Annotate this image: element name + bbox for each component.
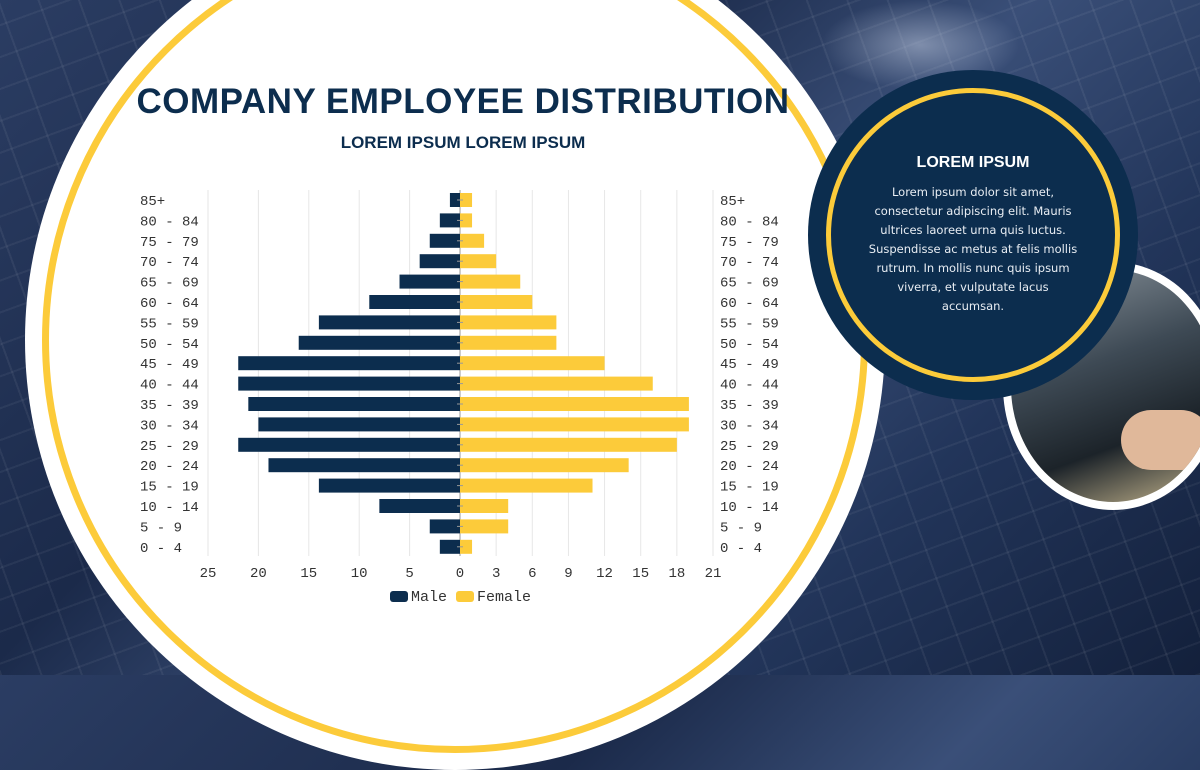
category-label-left: 75 - 79 [140, 235, 199, 251]
bar-female [460, 437, 677, 452]
bar-female [460, 376, 653, 391]
category-label-right: 75 - 79 [720, 235, 779, 251]
bar-female [460, 315, 557, 330]
category-label-right: 10 - 14 [720, 500, 779, 516]
info-card-title: LOREM IPSUM [916, 154, 1030, 171]
bar-male [298, 335, 460, 350]
bar-male [419, 254, 460, 269]
legend-swatch-female [456, 591, 474, 602]
category-label-left: 25 - 29 [140, 439, 199, 455]
bar-female [460, 519, 509, 534]
bar-female [460, 213, 473, 228]
category-label-left: 20 - 24 [140, 459, 199, 475]
category-label-left: 45 - 49 [140, 357, 199, 373]
bar-female [460, 478, 593, 493]
x-tick-label-female: 21 [705, 566, 722, 582]
x-tick-label-female: 15 [632, 566, 649, 582]
category-label-right: 0 - 4 [720, 541, 762, 557]
bar-male [238, 437, 460, 452]
x-tick-label-female: 6 [528, 566, 536, 582]
category-label-left: 0 - 4 [140, 541, 182, 557]
category-label-right: 35 - 39 [720, 398, 779, 414]
page-title: COMPANY EMPLOYEE DISTRIBUTION [136, 82, 790, 121]
bar-female [460, 499, 509, 513]
category-label-left: 30 - 34 [140, 418, 199, 434]
x-tick-label-male: 5 [405, 566, 413, 582]
category-label-left: 55 - 59 [140, 316, 199, 332]
category-label-left: 70 - 74 [140, 255, 199, 271]
category-label-right: 60 - 64 [720, 296, 779, 312]
x-tick-label-male: 20 [250, 566, 267, 582]
category-label-left: 5 - 9 [140, 520, 182, 536]
category-label-right: 65 - 69 [720, 276, 779, 292]
bar-female [460, 274, 521, 289]
category-label-right: 5 - 9 [720, 520, 762, 536]
bar-female [460, 397, 689, 411]
category-label-right: 20 - 24 [720, 459, 779, 475]
category-label-left: 65 - 69 [140, 276, 199, 292]
info-card-ring [826, 88, 1120, 382]
category-label-right: 85+ [720, 194, 745, 210]
category-label-left: 35 - 39 [140, 398, 199, 414]
category-label-right: 80 - 84 [720, 214, 779, 230]
bar-male [248, 397, 460, 411]
bar-male [439, 213, 460, 228]
bar-male [399, 274, 460, 289]
category-label-left: 40 - 44 [140, 378, 199, 394]
x-tick-label-female: 9 [564, 566, 572, 582]
bar-male [258, 417, 460, 432]
legend-label-male: Male [411, 589, 447, 606]
legend-label-female: Female [477, 589, 531, 606]
bar-female [460, 458, 629, 473]
bar-male [318, 315, 460, 330]
bar-male [238, 356, 460, 371]
category-label-right: 15 - 19 [720, 480, 779, 496]
bar-female [460, 295, 533, 309]
legend-swatch-male [390, 591, 408, 602]
bar-female [460, 233, 485, 248]
x-tick-label-female: 18 [668, 566, 685, 582]
bar-male [449, 193, 460, 207]
bar-male [318, 478, 460, 493]
bar-female [460, 254, 497, 269]
bar-female [460, 356, 605, 371]
category-label-right: 45 - 49 [720, 357, 779, 373]
bar-male [429, 519, 460, 534]
population-pyramid-chart: 85+ 85+ 80 - 84 80 - 84 75 - 79 75 - 79 70 - 7… [140, 190, 779, 606]
category-label-right: 40 - 44 [720, 378, 779, 394]
category-label-right: 25 - 29 [720, 439, 779, 455]
bar-male [369, 295, 460, 309]
bar-female [460, 193, 473, 207]
info-card-body: Lorem ipsum dolor sit amet, consectetur … [868, 185, 1078, 313]
category-label-left: 15 - 19 [140, 480, 199, 496]
bar-female [460, 417, 689, 432]
bar-male [268, 458, 460, 473]
x-tick-label-female: 12 [596, 566, 613, 582]
bar-male [439, 539, 460, 554]
bar-female [460, 539, 473, 554]
bar-female [460, 335, 557, 350]
x-tick-label-female: 3 [492, 566, 500, 582]
category-label-left: 10 - 14 [140, 500, 199, 516]
category-label-left: 60 - 64 [140, 296, 199, 312]
category-label-left: 80 - 84 [140, 214, 199, 230]
bar-male [238, 376, 460, 391]
category-label-left: 85+ [140, 194, 165, 210]
x-tick-label-male: 0 [456, 566, 464, 582]
bar-male [429, 233, 460, 248]
category-label-right: 55 - 59 [720, 316, 779, 332]
category-label-right: 30 - 34 [720, 418, 779, 434]
category-label-right: 70 - 74 [720, 255, 779, 271]
x-tick-label-male: 10 [351, 566, 368, 582]
category-label-right: 50 - 54 [720, 337, 779, 353]
x-tick-label-male: 15 [300, 566, 317, 582]
page-subtitle: LOREM IPSUM LOREM IPSUM [340, 133, 586, 152]
bar-male [379, 499, 460, 513]
x-tick-label-male: 25 [200, 566, 217, 582]
category-label-left: 50 - 54 [140, 337, 199, 353]
